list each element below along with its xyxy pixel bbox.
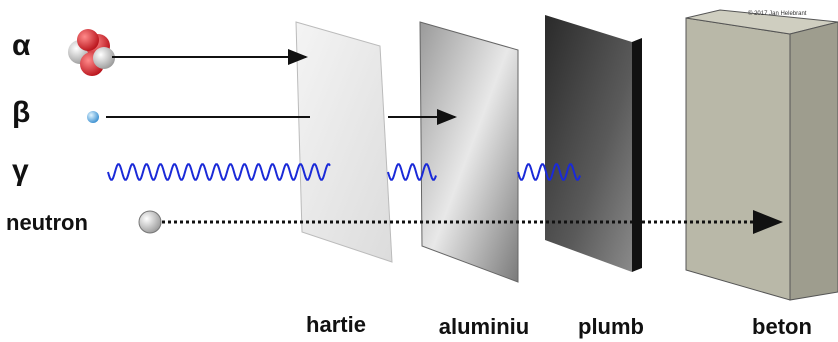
gamma-wave — [108, 164, 330, 180]
material-label: hartie — [306, 312, 366, 337]
beta-label: β — [12, 96, 30, 129]
electron — [87, 111, 99, 123]
neutron-label: neutron — [6, 210, 88, 235]
gamma-label: γ — [12, 154, 29, 187]
lead-sheet — [545, 15, 632, 272]
material-label: aluminiu — [439, 314, 529, 339]
material-label: beton — [752, 314, 812, 339]
alpha-label: α — [12, 29, 31, 62]
concrete-front — [686, 18, 790, 300]
paper-sheet — [296, 22, 392, 262]
copyright: © 2017 Jan Helebrant — [748, 10, 807, 17]
neutron-ball — [93, 47, 115, 69]
lead-edge — [632, 38, 642, 272]
material-label: plumb — [578, 314, 644, 339]
neutron-particle — [139, 211, 161, 233]
radiation-diagram: © 2017 Jan Helebrant α β γ neutron harti… — [0, 0, 838, 342]
aluminium-sheet — [420, 22, 518, 282]
concrete-side — [790, 22, 838, 300]
proton-ball — [77, 29, 99, 51]
